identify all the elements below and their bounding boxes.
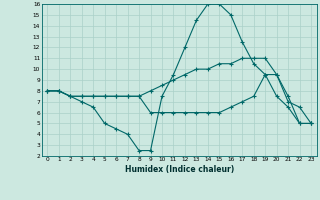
X-axis label: Humidex (Indice chaleur): Humidex (Indice chaleur) [124, 165, 234, 174]
